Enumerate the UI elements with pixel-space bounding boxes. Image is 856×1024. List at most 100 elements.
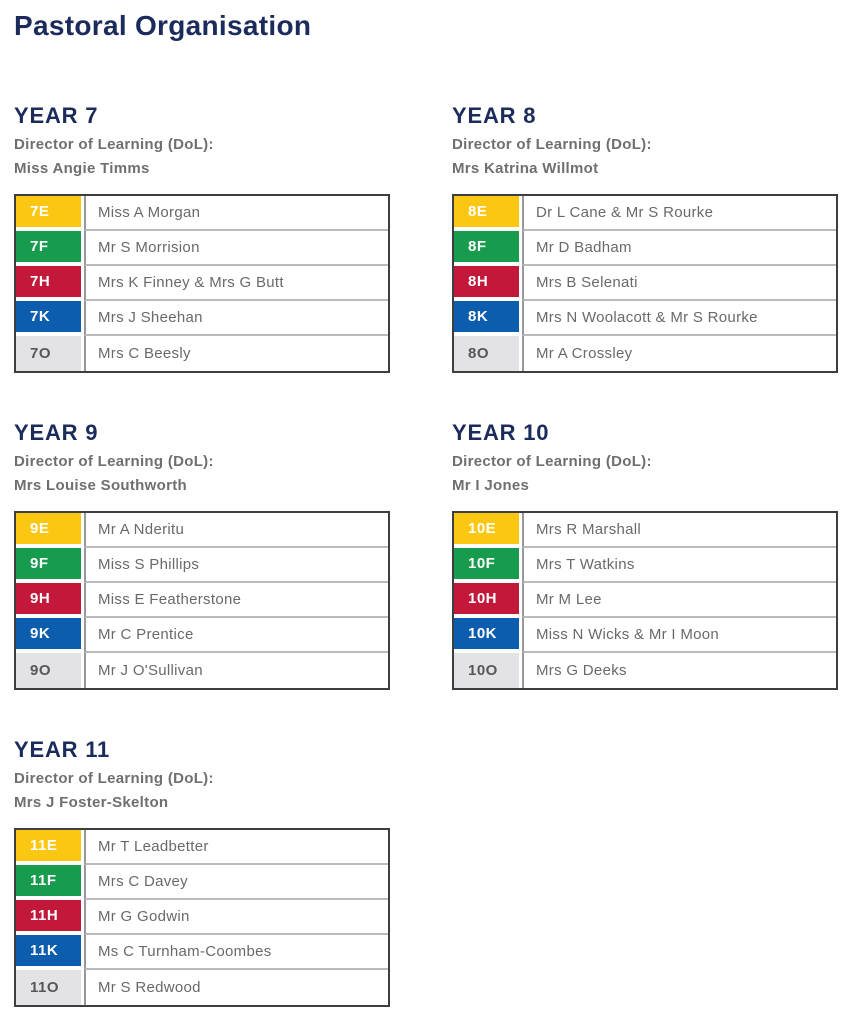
form-code-cell: 11K bbox=[16, 935, 84, 970]
form-tutor-cell: Mr C Prentice bbox=[84, 618, 388, 653]
form-tutor-cell: Mrs R Marshall bbox=[522, 513, 836, 548]
year-section: YEAR 8 Director of Learning (DoL): Mrs K… bbox=[452, 104, 838, 373]
dol-name: Mrs Louise Southworth bbox=[14, 477, 187, 494]
dol-label: Director of Learning (DoL): bbox=[452, 453, 652, 470]
year-section: YEAR 10 Director of Learning (DoL): Mr I… bbox=[452, 421, 838, 690]
year-heading: YEAR 9 bbox=[14, 420, 99, 445]
form-code-cell: 7H bbox=[16, 266, 84, 301]
year-section: YEAR 7 Director of Learning (DoL): Miss … bbox=[14, 104, 390, 373]
table-row: 8K Mrs N Woolacott & Mr S Rourke bbox=[454, 301, 836, 336]
dol-label: Director of Learning (DoL): bbox=[14, 136, 214, 153]
form-code-cell: 8H bbox=[454, 266, 522, 301]
year-heading: YEAR 10 bbox=[452, 420, 550, 445]
form-tutor-cell: Miss A Morgan bbox=[84, 196, 388, 231]
form-tutor-cell: Mr A Crossley bbox=[522, 336, 836, 371]
form-code-cell: 7K bbox=[16, 301, 84, 336]
form-code-cell: 9O bbox=[16, 653, 84, 688]
form-tutor-cell: Mrs T Watkins bbox=[522, 548, 836, 583]
table-row: 7F Mr S Morrision bbox=[16, 231, 388, 266]
form-code-cell: 7E bbox=[16, 196, 84, 231]
form-tutor-cell: Miss E Featherstone bbox=[84, 583, 388, 618]
form-tutor-cell: Mrs K Finney & Mrs G Butt bbox=[84, 266, 388, 301]
form-tutor-cell: Mrs C Davey bbox=[84, 865, 388, 900]
table-row: 7O Mrs C Beesly bbox=[16, 336, 388, 371]
form-code-cell: 11E bbox=[16, 830, 84, 865]
year-sections-grid: YEAR 7 Director of Learning (DoL): Miss … bbox=[14, 104, 856, 1007]
form-code-cell: 10F bbox=[454, 548, 522, 583]
form-code-cell: 10H bbox=[454, 583, 522, 618]
year-section: YEAR 9 Director of Learning (DoL): Mrs L… bbox=[14, 421, 390, 690]
table-row: 10O Mrs G Deeks bbox=[454, 653, 836, 688]
dol-name: Miss Angie Timms bbox=[14, 160, 150, 177]
dol-label: Director of Learning (DoL): bbox=[14, 453, 214, 470]
form-tutor-cell: Mr D Badham bbox=[522, 231, 836, 266]
form-tutor-cell: Miss N Wicks & Mr I Moon bbox=[522, 618, 836, 653]
table-row: 9F Miss S Phillips bbox=[16, 548, 388, 583]
table-row: 11K Ms C Turnham-Coombes bbox=[16, 935, 388, 970]
year-heading: YEAR 7 bbox=[14, 103, 99, 128]
table-row: 8O Mr A Crossley bbox=[454, 336, 836, 371]
form-tutor-cell: Dr L Cane & Mr S Rourke bbox=[522, 196, 836, 231]
year-heading: YEAR 8 bbox=[452, 103, 537, 128]
form-tutor-cell: Mr T Leadbetter bbox=[84, 830, 388, 865]
page-title: Pastoral Organisation bbox=[14, 10, 312, 41]
form-tutor-cell: Mrs C Beesly bbox=[84, 336, 388, 371]
form-tutor-cell: Ms C Turnham-Coombes bbox=[84, 935, 388, 970]
form-tutor-table: 9E Mr A Nderitu 9F Miss S Phillips 9H Mi… bbox=[14, 511, 390, 690]
dol-name: Mr I Jones bbox=[452, 477, 530, 494]
form-tutor-cell: Miss S Phillips bbox=[84, 548, 388, 583]
year-heading: YEAR 11 bbox=[14, 737, 111, 762]
form-code-cell: 9E bbox=[16, 513, 84, 548]
table-row: 9O Mr J O'Sullivan bbox=[16, 653, 388, 688]
dol-label: Director of Learning (DoL): bbox=[14, 770, 214, 787]
table-row: 9H Miss E Featherstone bbox=[16, 583, 388, 618]
form-tutor-cell: Mrs G Deeks bbox=[522, 653, 836, 688]
form-code-cell: 10K bbox=[454, 618, 522, 653]
form-tutor-table: 11E Mr T Leadbetter 11F Mrs C Davey 11H … bbox=[14, 828, 390, 1007]
table-row: 10K Miss N Wicks & Mr I Moon bbox=[454, 618, 836, 653]
form-code-cell: 8F bbox=[454, 231, 522, 266]
table-row: 8H Mrs B Selenati bbox=[454, 266, 836, 301]
form-code-cell: 9F bbox=[16, 548, 84, 583]
table-row: 10F Mrs T Watkins bbox=[454, 548, 836, 583]
form-code-cell: 7O bbox=[16, 336, 84, 371]
form-code-cell: 11O bbox=[16, 970, 84, 1005]
table-row: 9E Mr A Nderitu bbox=[16, 513, 388, 548]
form-code-cell: 8K bbox=[454, 301, 522, 336]
table-row: 10E Mrs R Marshall bbox=[454, 513, 836, 548]
form-code-cell: 9H bbox=[16, 583, 84, 618]
table-row: 8E Dr L Cane & Mr S Rourke bbox=[454, 196, 836, 231]
table-row: 11F Mrs C Davey bbox=[16, 865, 388, 900]
table-row: 7E Miss A Morgan bbox=[16, 196, 388, 231]
form-code-cell: 9K bbox=[16, 618, 84, 653]
form-code-cell: 7F bbox=[16, 231, 84, 266]
dol-name: Mrs J Foster-Skelton bbox=[14, 794, 169, 811]
form-tutor-table: 7E Miss A Morgan 7F Mr S Morrision 7H Mr… bbox=[14, 194, 390, 373]
form-code-cell: 11H bbox=[16, 900, 84, 935]
form-code-cell: 8O bbox=[454, 336, 522, 371]
dol-name: Mrs Katrina Willmot bbox=[452, 160, 599, 177]
form-tutor-cell: Mrs N Woolacott & Mr S Rourke bbox=[522, 301, 836, 336]
form-tutor-table: 8E Dr L Cane & Mr S Rourke 8F Mr D Badha… bbox=[452, 194, 838, 373]
table-row: 11E Mr T Leadbetter bbox=[16, 830, 388, 865]
form-tutor-cell: Mrs B Selenati bbox=[522, 266, 836, 301]
table-row: 8F Mr D Badham bbox=[454, 231, 836, 266]
form-tutor-cell: Mr A Nderitu bbox=[84, 513, 388, 548]
table-row: 10H Mr M Lee bbox=[454, 583, 836, 618]
form-code-cell: 11F bbox=[16, 865, 84, 900]
year-section: YEAR 11 Director of Learning (DoL): Mrs … bbox=[14, 738, 390, 1007]
table-row: 11O Mr S Redwood bbox=[16, 970, 388, 1005]
form-code-cell: 10E bbox=[454, 513, 522, 548]
form-tutor-cell: Mr S Morrision bbox=[84, 231, 388, 266]
form-code-cell: 8E bbox=[454, 196, 522, 231]
table-row: 9K Mr C Prentice bbox=[16, 618, 388, 653]
dol-label: Director of Learning (DoL): bbox=[452, 136, 652, 153]
form-tutor-cell: Mrs J Sheehan bbox=[84, 301, 388, 336]
form-tutor-cell: Mr S Redwood bbox=[84, 970, 388, 1005]
table-row: 11H Mr G Godwin bbox=[16, 900, 388, 935]
form-tutor-cell: Mr G Godwin bbox=[84, 900, 388, 935]
table-row: 7H Mrs K Finney & Mrs G Butt bbox=[16, 266, 388, 301]
table-row: 7K Mrs J Sheehan bbox=[16, 301, 388, 336]
form-tutor-cell: Mr J O'Sullivan bbox=[84, 653, 388, 688]
